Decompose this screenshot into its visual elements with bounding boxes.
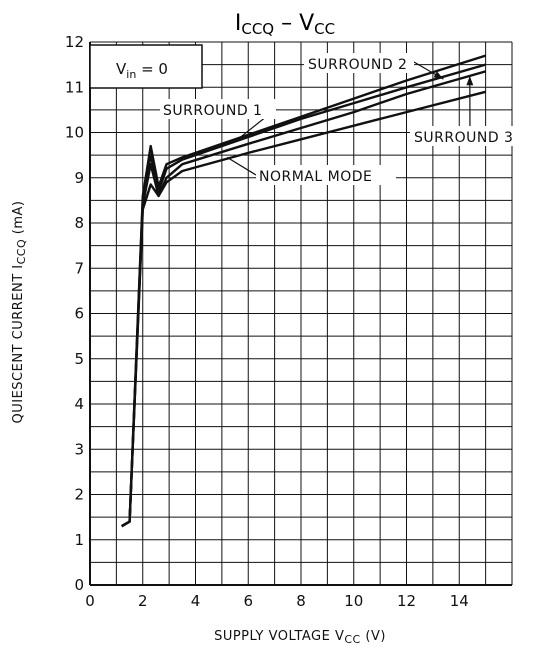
y-tick-label: 0	[74, 576, 84, 594]
arrowhead	[466, 75, 474, 86]
y-tick-label: 10	[65, 124, 84, 142]
chart-title: ICCQ – VCC	[235, 11, 335, 38]
series-line-4	[121, 90, 486, 528]
x-tick-label: 14	[450, 592, 469, 610]
annotation-surround-3: SURROUND 3	[410, 126, 526, 146]
y-axis-label: QUIESCENT CURRENT ICCQ (mA)	[11, 200, 28, 423]
y-tick-label: 6	[74, 305, 84, 323]
x-tick-label: 0	[85, 592, 95, 610]
y-tick-label: 2	[74, 486, 84, 504]
condition-box-label: Vin = 0	[116, 60, 168, 81]
x-tick-label: 4	[191, 592, 201, 610]
x-axis-label: SUPPLY VOLTAGE VCC (V)	[214, 629, 386, 646]
y-tick-label: 4	[74, 395, 84, 413]
y-tick-label: 5	[74, 350, 84, 368]
annotation-surround-1: SURROUND 1	[160, 99, 276, 119]
annotation-leader	[226, 156, 257, 176]
x-tick-label: 6	[243, 592, 253, 610]
x-tick-label: 8	[296, 592, 306, 610]
x-tick-label: 10	[344, 592, 363, 610]
x-tick-label: 2	[138, 592, 148, 610]
annotation-leaders	[226, 61, 474, 176]
annotation-surround-2: SURROUND 2	[304, 53, 414, 73]
y-tick-label: 9	[74, 169, 84, 187]
svg-text:SURROUND 2: SURROUND 2	[308, 57, 407, 73]
grid-lines	[89, 41, 513, 586]
y-tick-label: 7	[74, 259, 84, 277]
svg-text:SURROUND 1: SURROUND 1	[163, 103, 262, 119]
annotation-normal-mode: NORMAL MODE	[256, 165, 396, 185]
y-tick-label: 3	[74, 440, 84, 458]
svg-text:NORMAL MODE: NORMAL MODE	[259, 169, 372, 185]
arrowhead	[433, 71, 444, 80]
y-tick-label: 11	[65, 78, 84, 96]
series-lines	[121, 54, 486, 528]
y-tick-label: 8	[74, 214, 84, 232]
condition-box	[89, 44, 203, 89]
x-tick-label: 12	[397, 592, 416, 610]
y-tick-label: 1	[74, 531, 84, 549]
y-tick-label: 12	[65, 33, 84, 51]
svg-text:SURROUND 3: SURROUND 3	[414, 130, 513, 146]
